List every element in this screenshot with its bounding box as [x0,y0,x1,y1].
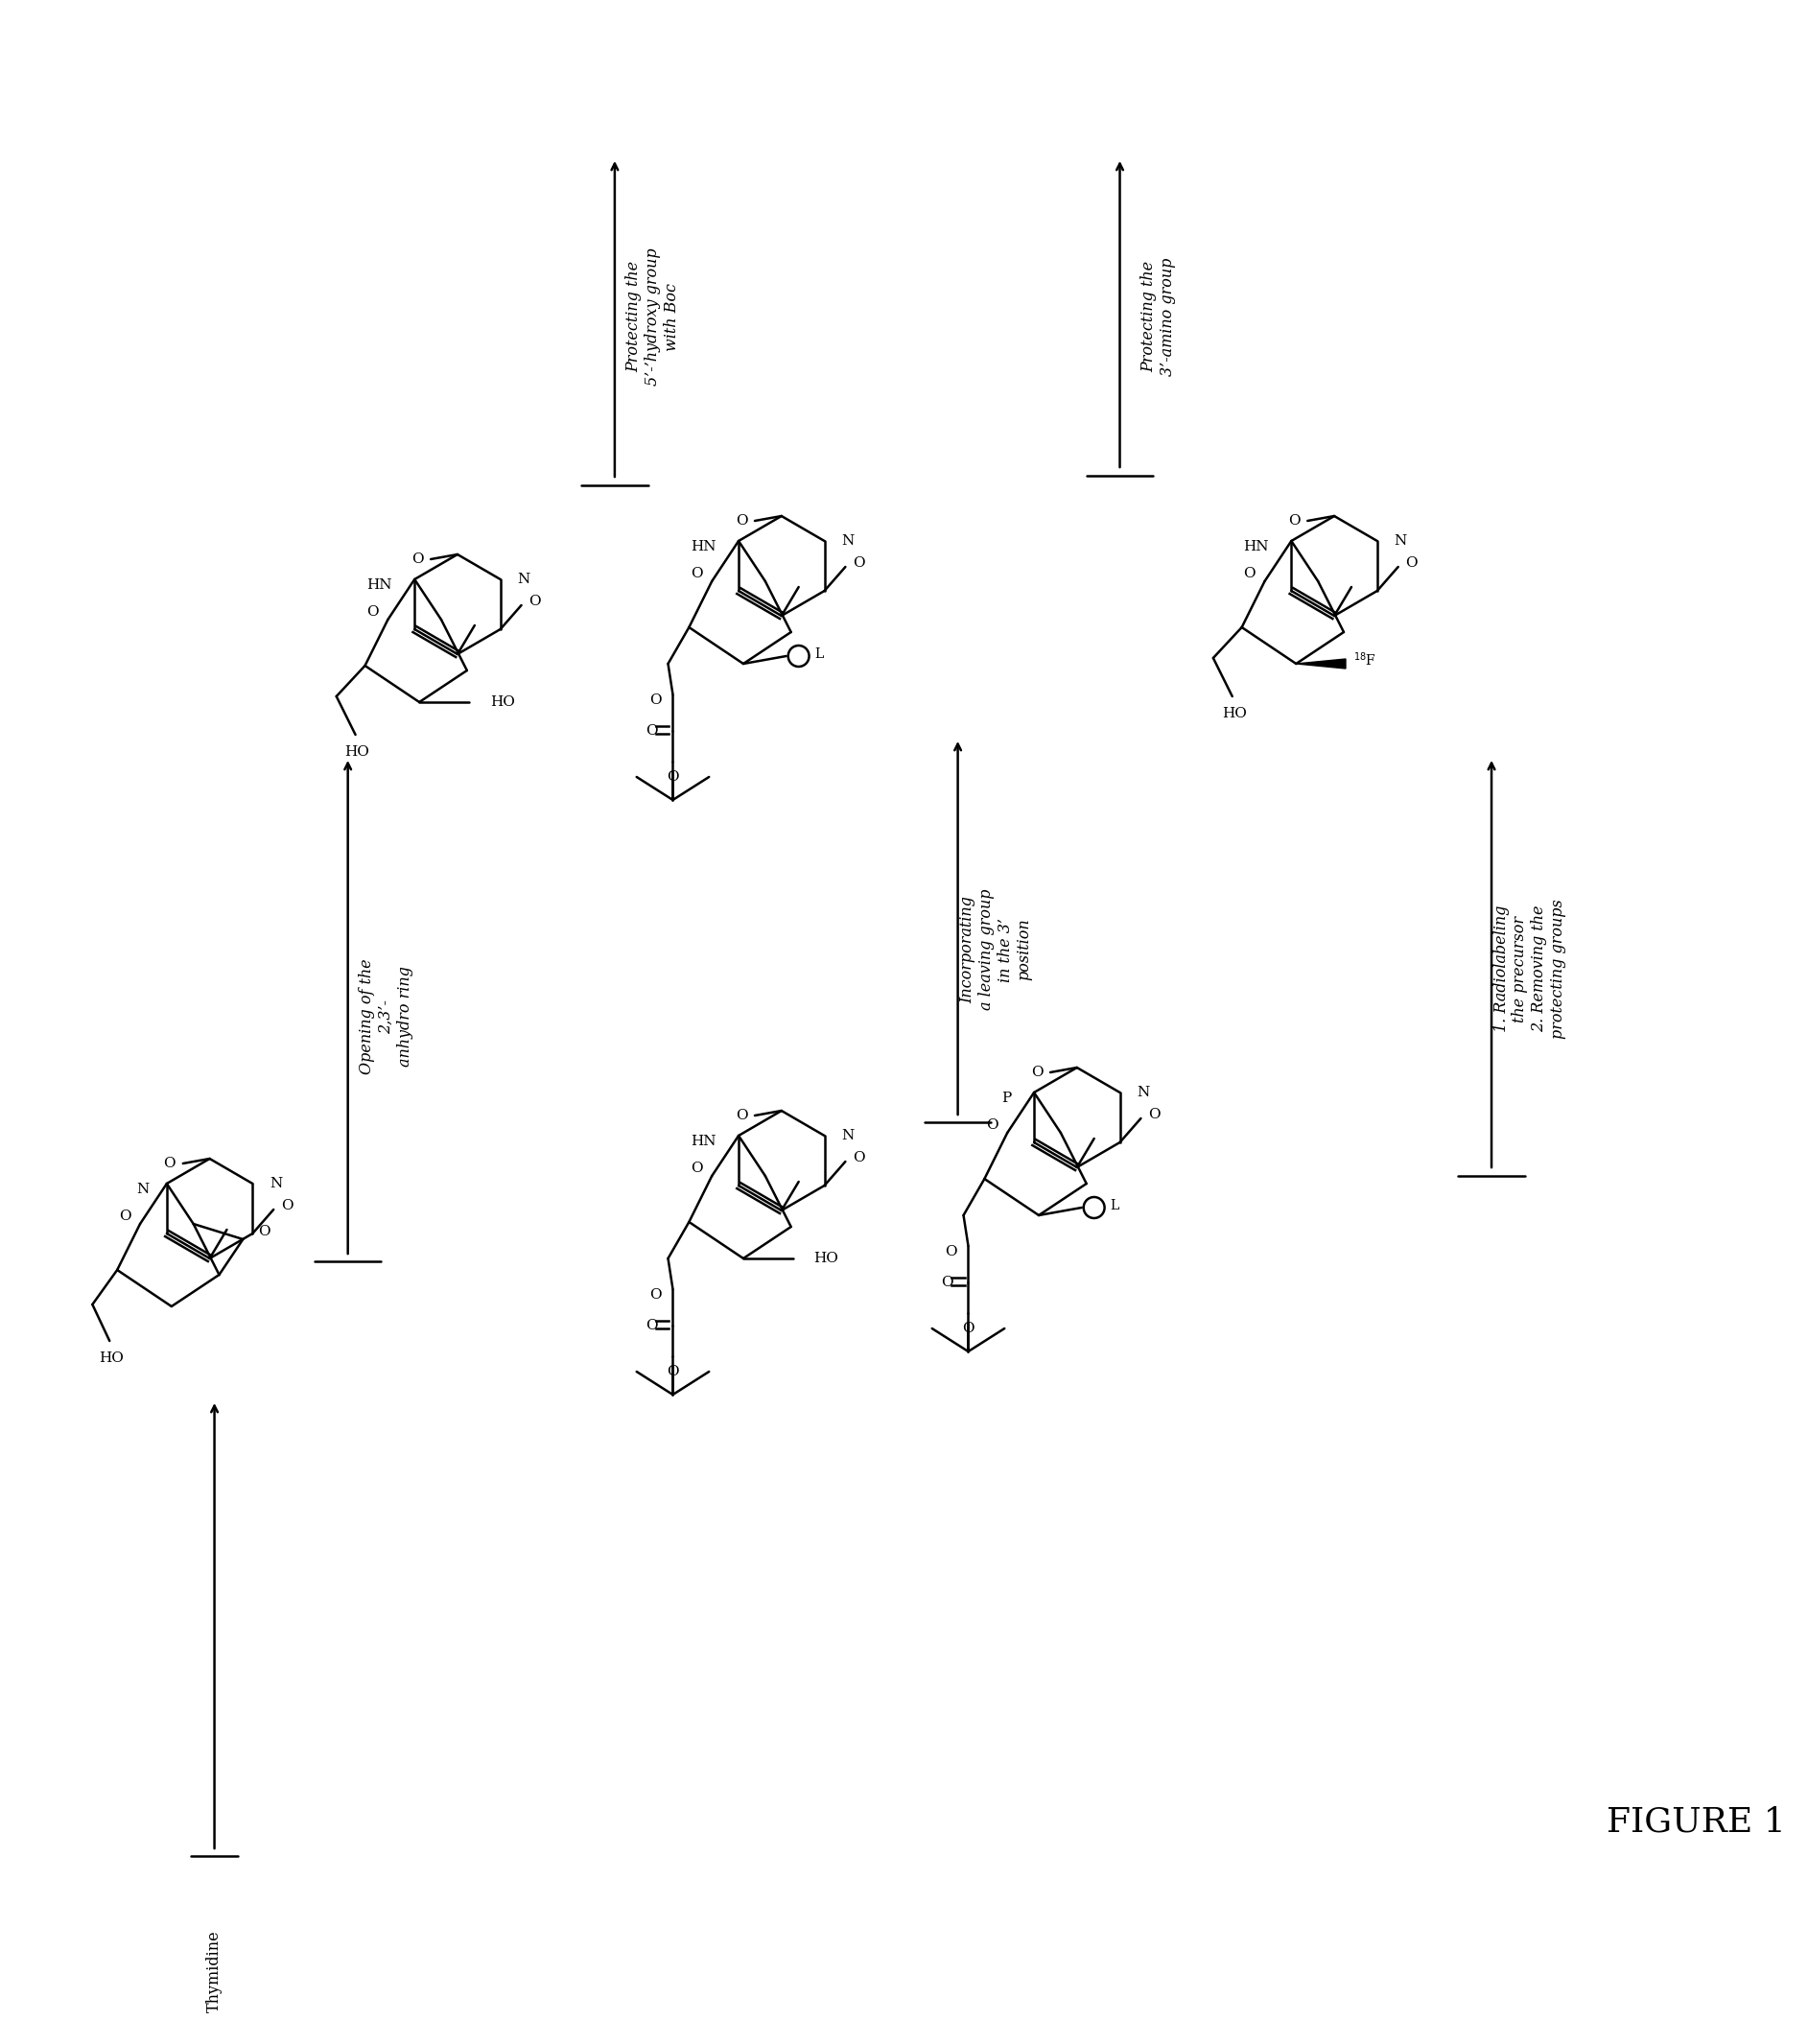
Polygon shape [1296,658,1345,668]
Text: O: O [280,1200,293,1212]
Text: O: O [1148,1108,1161,1122]
Text: O: O [1244,566,1255,580]
Text: O: O [163,1157,175,1171]
Text: L: L [1110,1200,1119,1212]
Text: N: N [841,533,853,548]
Text: O: O [1405,556,1417,570]
Text: HN: HN [1244,540,1269,554]
Text: Thymidine: Thymidine [206,1930,222,2011]
Text: O: O [691,1161,703,1175]
Text: Protecting the
5’-’hydroxy group
with Boc: Protecting the 5’-’hydroxy group with Bo… [626,247,680,386]
Text: O: O [736,515,747,527]
Text: N: N [841,1128,853,1143]
Text: 1. Radiolabeling
the precursor
2. Removing the
protecting groups: 1. Radiolabeling the precursor 2. Removi… [1493,899,1566,1038]
Text: O: O [1031,1065,1043,1079]
Text: O: O [691,566,703,580]
Text: N: N [1137,1085,1150,1100]
Text: O: O [649,693,662,707]
Text: O: O [736,1108,747,1122]
Text: HN: HN [691,540,716,554]
Text: O: O [946,1245,956,1259]
Text: N: N [137,1183,150,1196]
Text: HO: HO [345,746,371,758]
Text: O: O [985,1118,998,1132]
Text: P: P [1002,1091,1011,1106]
Text: HO: HO [490,695,515,709]
Text: N: N [1394,533,1407,548]
Text: N: N [517,572,530,587]
Text: HO: HO [1222,707,1246,719]
Text: O: O [367,605,378,619]
Text: N: N [269,1177,282,1190]
Text: HO: HO [99,1351,125,1365]
Text: O: O [667,1365,678,1378]
Text: O: O [649,1288,662,1302]
Text: O: O [942,1275,953,1290]
Text: O: O [119,1210,130,1222]
Text: O: O [1287,515,1300,527]
Text: FIGURE 1: FIGURE 1 [1607,1807,1786,1840]
Text: O: O [645,724,658,738]
Text: O: O [962,1322,975,1335]
Text: O: O [412,552,423,566]
Text: O: O [645,1318,658,1333]
Text: O: O [853,556,864,570]
Text: Incorporating
a leaving group
in the 3’
position: Incorporating a leaving group in the 3’ … [960,889,1032,1010]
Text: L: L [815,648,824,660]
Text: O: O [259,1224,271,1239]
Text: O: O [528,595,541,609]
Text: HN: HN [691,1134,716,1149]
Text: Protecting the
3’-amino group: Protecting the 3’-amino group [1141,258,1175,376]
Text: HO: HO [814,1251,839,1265]
Text: O: O [667,771,678,783]
Text: $^{18}$F: $^{18}$F [1354,650,1376,668]
Text: Opening of the
2,3’-
anhydro ring: Opening of the 2,3’- anhydro ring [360,959,412,1075]
Text: O: O [853,1151,864,1165]
Text: HN: HN [367,578,392,593]
